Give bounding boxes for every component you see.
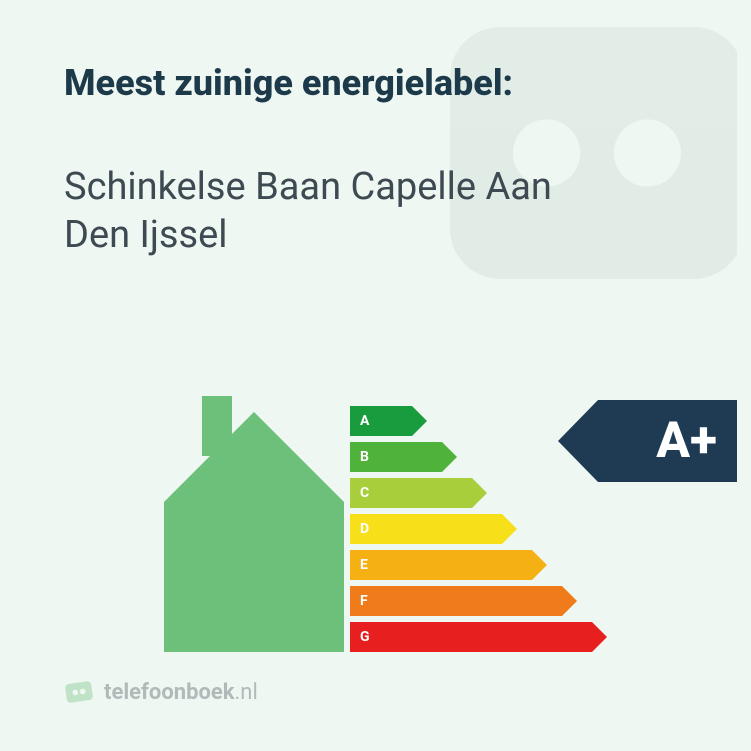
house-icon	[164, 372, 344, 652]
energy-label-graphic: A B C D E F G A+	[14, 372, 737, 652]
rating-value: A+	[656, 412, 717, 470]
energy-bar-label: E	[350, 557, 368, 573]
energy-bar-label: G	[350, 629, 370, 645]
footer-logo-icon	[64, 677, 94, 707]
footer-text: telefoonboek.nl	[104, 680, 258, 705]
footer-tld: .nl	[235, 680, 258, 705]
card-title: Meest zuinige energielabel:	[64, 62, 687, 104]
energy-bar-label: D	[350, 521, 369, 537]
energy-bar-label: F	[350, 593, 368, 609]
energy-bar-label: B	[350, 449, 369, 465]
attribution-footer: telefoonboek.nl	[64, 677, 258, 707]
energy-bar-f: F	[350, 586, 607, 616]
rating-badge: A+	[598, 400, 737, 482]
energy-bar-d: D	[350, 514, 607, 544]
footer-brand: telefoonboek	[104, 680, 235, 705]
energy-bar-c: C	[350, 478, 607, 508]
energy-bar-label: A	[350, 413, 369, 429]
energy-label-card: Meest zuinige energielabel: Schinkelse B…	[14, 14, 737, 737]
energy-bar-g: G	[350, 622, 607, 652]
energy-bar-label: C	[350, 485, 369, 501]
energy-bar-e: E	[350, 550, 607, 580]
address-subtitle: Schinkelse Baan Capelle Aan Den Ijssel	[64, 164, 624, 259]
